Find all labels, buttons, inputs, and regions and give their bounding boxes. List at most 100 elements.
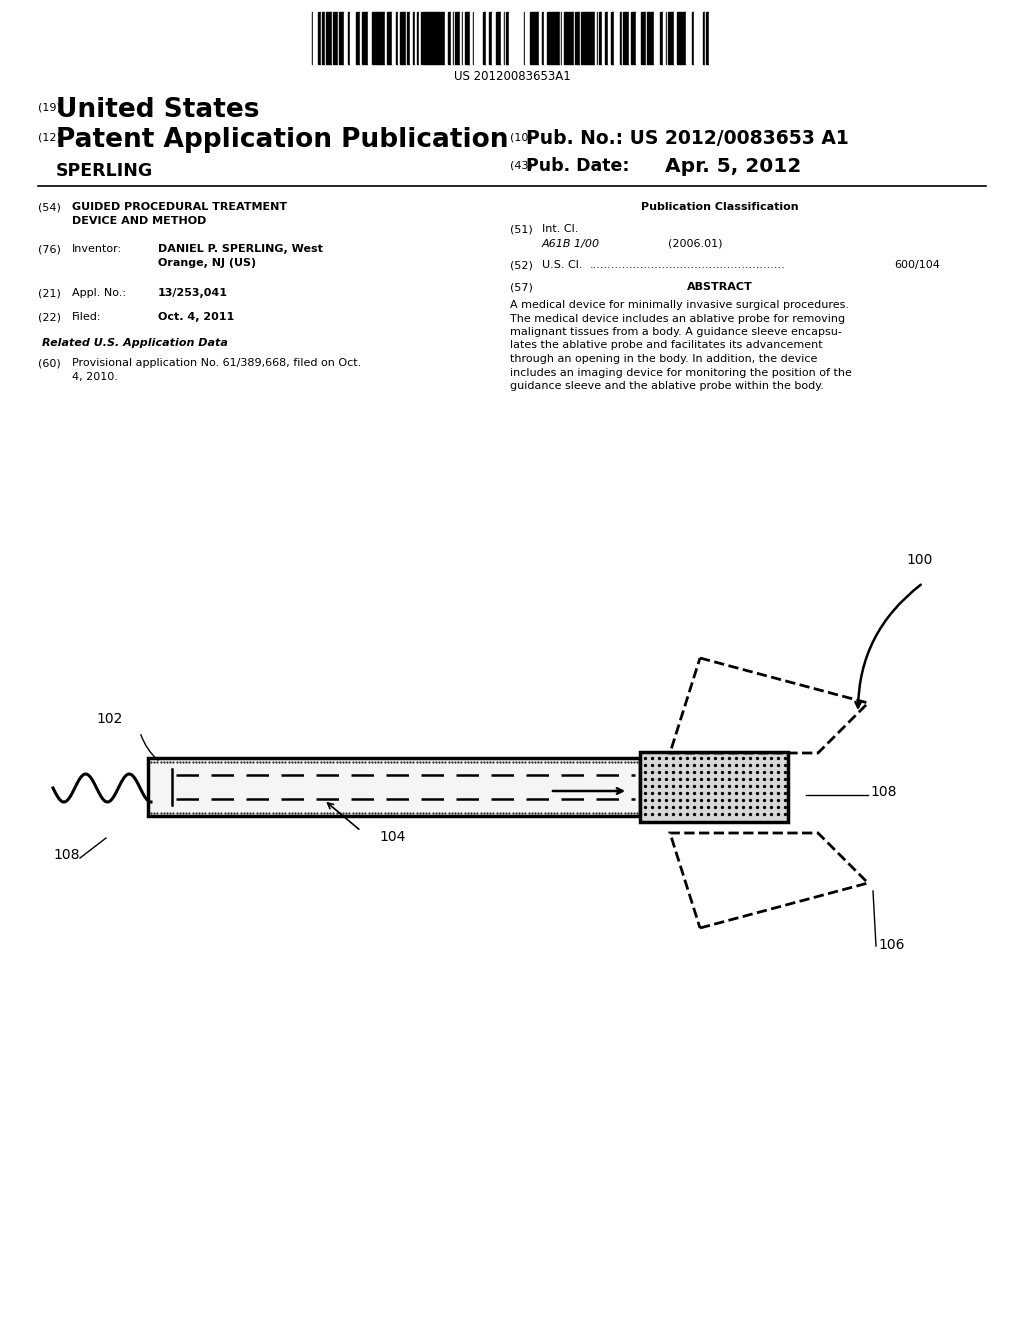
Bar: [631, 12, 633, 63]
Bar: [430, 12, 432, 63]
Text: 600/104: 600/104: [894, 260, 940, 271]
Bar: [542, 12, 544, 63]
Bar: [413, 12, 415, 63]
Text: (10): (10): [510, 132, 532, 143]
Bar: [643, 12, 646, 63]
Bar: [603, 12, 605, 63]
Bar: [489, 12, 492, 63]
Text: includes an imaging device for monitoring the position of the: includes an imaging device for monitorin…: [510, 367, 852, 378]
Bar: [516, 12, 518, 63]
Text: 4, 2010.: 4, 2010.: [72, 372, 118, 381]
Bar: [585, 12, 588, 63]
Bar: [449, 12, 450, 63]
Text: 108: 108: [870, 785, 896, 799]
Text: Filed:: Filed:: [72, 312, 101, 322]
Bar: [671, 12, 674, 63]
Bar: [424, 12, 426, 63]
Text: Pub. No.: US 2012/0083653 A1: Pub. No.: US 2012/0083653 A1: [526, 129, 849, 148]
Text: United States: United States: [56, 96, 259, 123]
Bar: [446, 12, 449, 63]
Bar: [657, 12, 660, 63]
Bar: [407, 12, 410, 63]
Bar: [540, 12, 542, 63]
Bar: [467, 12, 470, 63]
Bar: [578, 12, 580, 63]
Bar: [512, 12, 514, 63]
Bar: [478, 12, 481, 63]
Bar: [360, 12, 362, 63]
Bar: [547, 12, 549, 63]
Bar: [530, 12, 534, 63]
Bar: [465, 12, 467, 63]
Bar: [442, 12, 445, 63]
Bar: [700, 12, 703, 63]
Bar: [483, 12, 486, 63]
Bar: [345, 12, 348, 63]
Bar: [525, 12, 528, 63]
Bar: [470, 12, 473, 63]
Bar: [647, 12, 650, 63]
Bar: [458, 12, 460, 63]
Text: DANIEL P. SPERLING, West: DANIEL P. SPERLING, West: [158, 244, 323, 253]
Bar: [421, 12, 424, 63]
Bar: [549, 12, 551, 63]
Bar: [689, 12, 692, 63]
Bar: [509, 12, 512, 63]
Bar: [583, 12, 585, 63]
Text: through an opening in the body. In addition, the device: through an opening in the body. In addit…: [510, 354, 817, 364]
Text: (76): (76): [38, 244, 60, 253]
Bar: [569, 12, 572, 63]
Bar: [668, 12, 671, 63]
Bar: [599, 12, 602, 63]
Text: 102: 102: [96, 711, 123, 726]
Bar: [681, 12, 683, 63]
Bar: [326, 12, 328, 63]
Text: (12): (12): [38, 132, 60, 143]
Bar: [528, 12, 530, 63]
Bar: [675, 12, 677, 63]
Bar: [427, 12, 429, 63]
Text: (2006.01): (2006.01): [668, 239, 723, 249]
Bar: [419, 12, 421, 63]
Bar: [660, 12, 663, 63]
Bar: [494, 12, 496, 63]
Text: Int. Cl.: Int. Cl.: [542, 224, 579, 234]
Bar: [328, 12, 330, 63]
Bar: [562, 12, 564, 63]
Bar: [501, 12, 504, 63]
Text: Inventor:: Inventor:: [72, 244, 122, 253]
Bar: [707, 12, 709, 63]
Bar: [396, 12, 398, 63]
Bar: [588, 12, 591, 63]
Bar: [636, 12, 639, 63]
Bar: [380, 12, 383, 63]
Bar: [415, 12, 417, 63]
Bar: [385, 12, 387, 63]
Bar: [678, 12, 681, 63]
Bar: [437, 12, 439, 63]
Bar: [608, 12, 611, 63]
Bar: [519, 12, 521, 63]
Bar: [514, 12, 516, 63]
Bar: [389, 12, 392, 63]
Text: 104: 104: [379, 830, 406, 843]
Bar: [614, 12, 617, 63]
Bar: [354, 12, 356, 63]
Bar: [544, 12, 547, 63]
Bar: [506, 12, 509, 63]
Bar: [626, 12, 629, 63]
Bar: [394, 12, 396, 63]
Bar: [564, 12, 566, 63]
Bar: [368, 12, 371, 63]
Bar: [566, 12, 569, 63]
Bar: [365, 12, 368, 63]
Bar: [697, 12, 700, 63]
Text: Orange, NJ (US): Orange, NJ (US): [158, 257, 256, 268]
Text: 13/253,041: 13/253,041: [158, 288, 228, 298]
Bar: [686, 12, 689, 63]
Bar: [352, 12, 354, 63]
Text: Provisional application No. 61/389,668, filed on Oct.: Provisional application No. 61/389,668, …: [72, 358, 361, 368]
Bar: [499, 12, 501, 63]
Bar: [557, 12, 560, 63]
Bar: [521, 12, 523, 63]
